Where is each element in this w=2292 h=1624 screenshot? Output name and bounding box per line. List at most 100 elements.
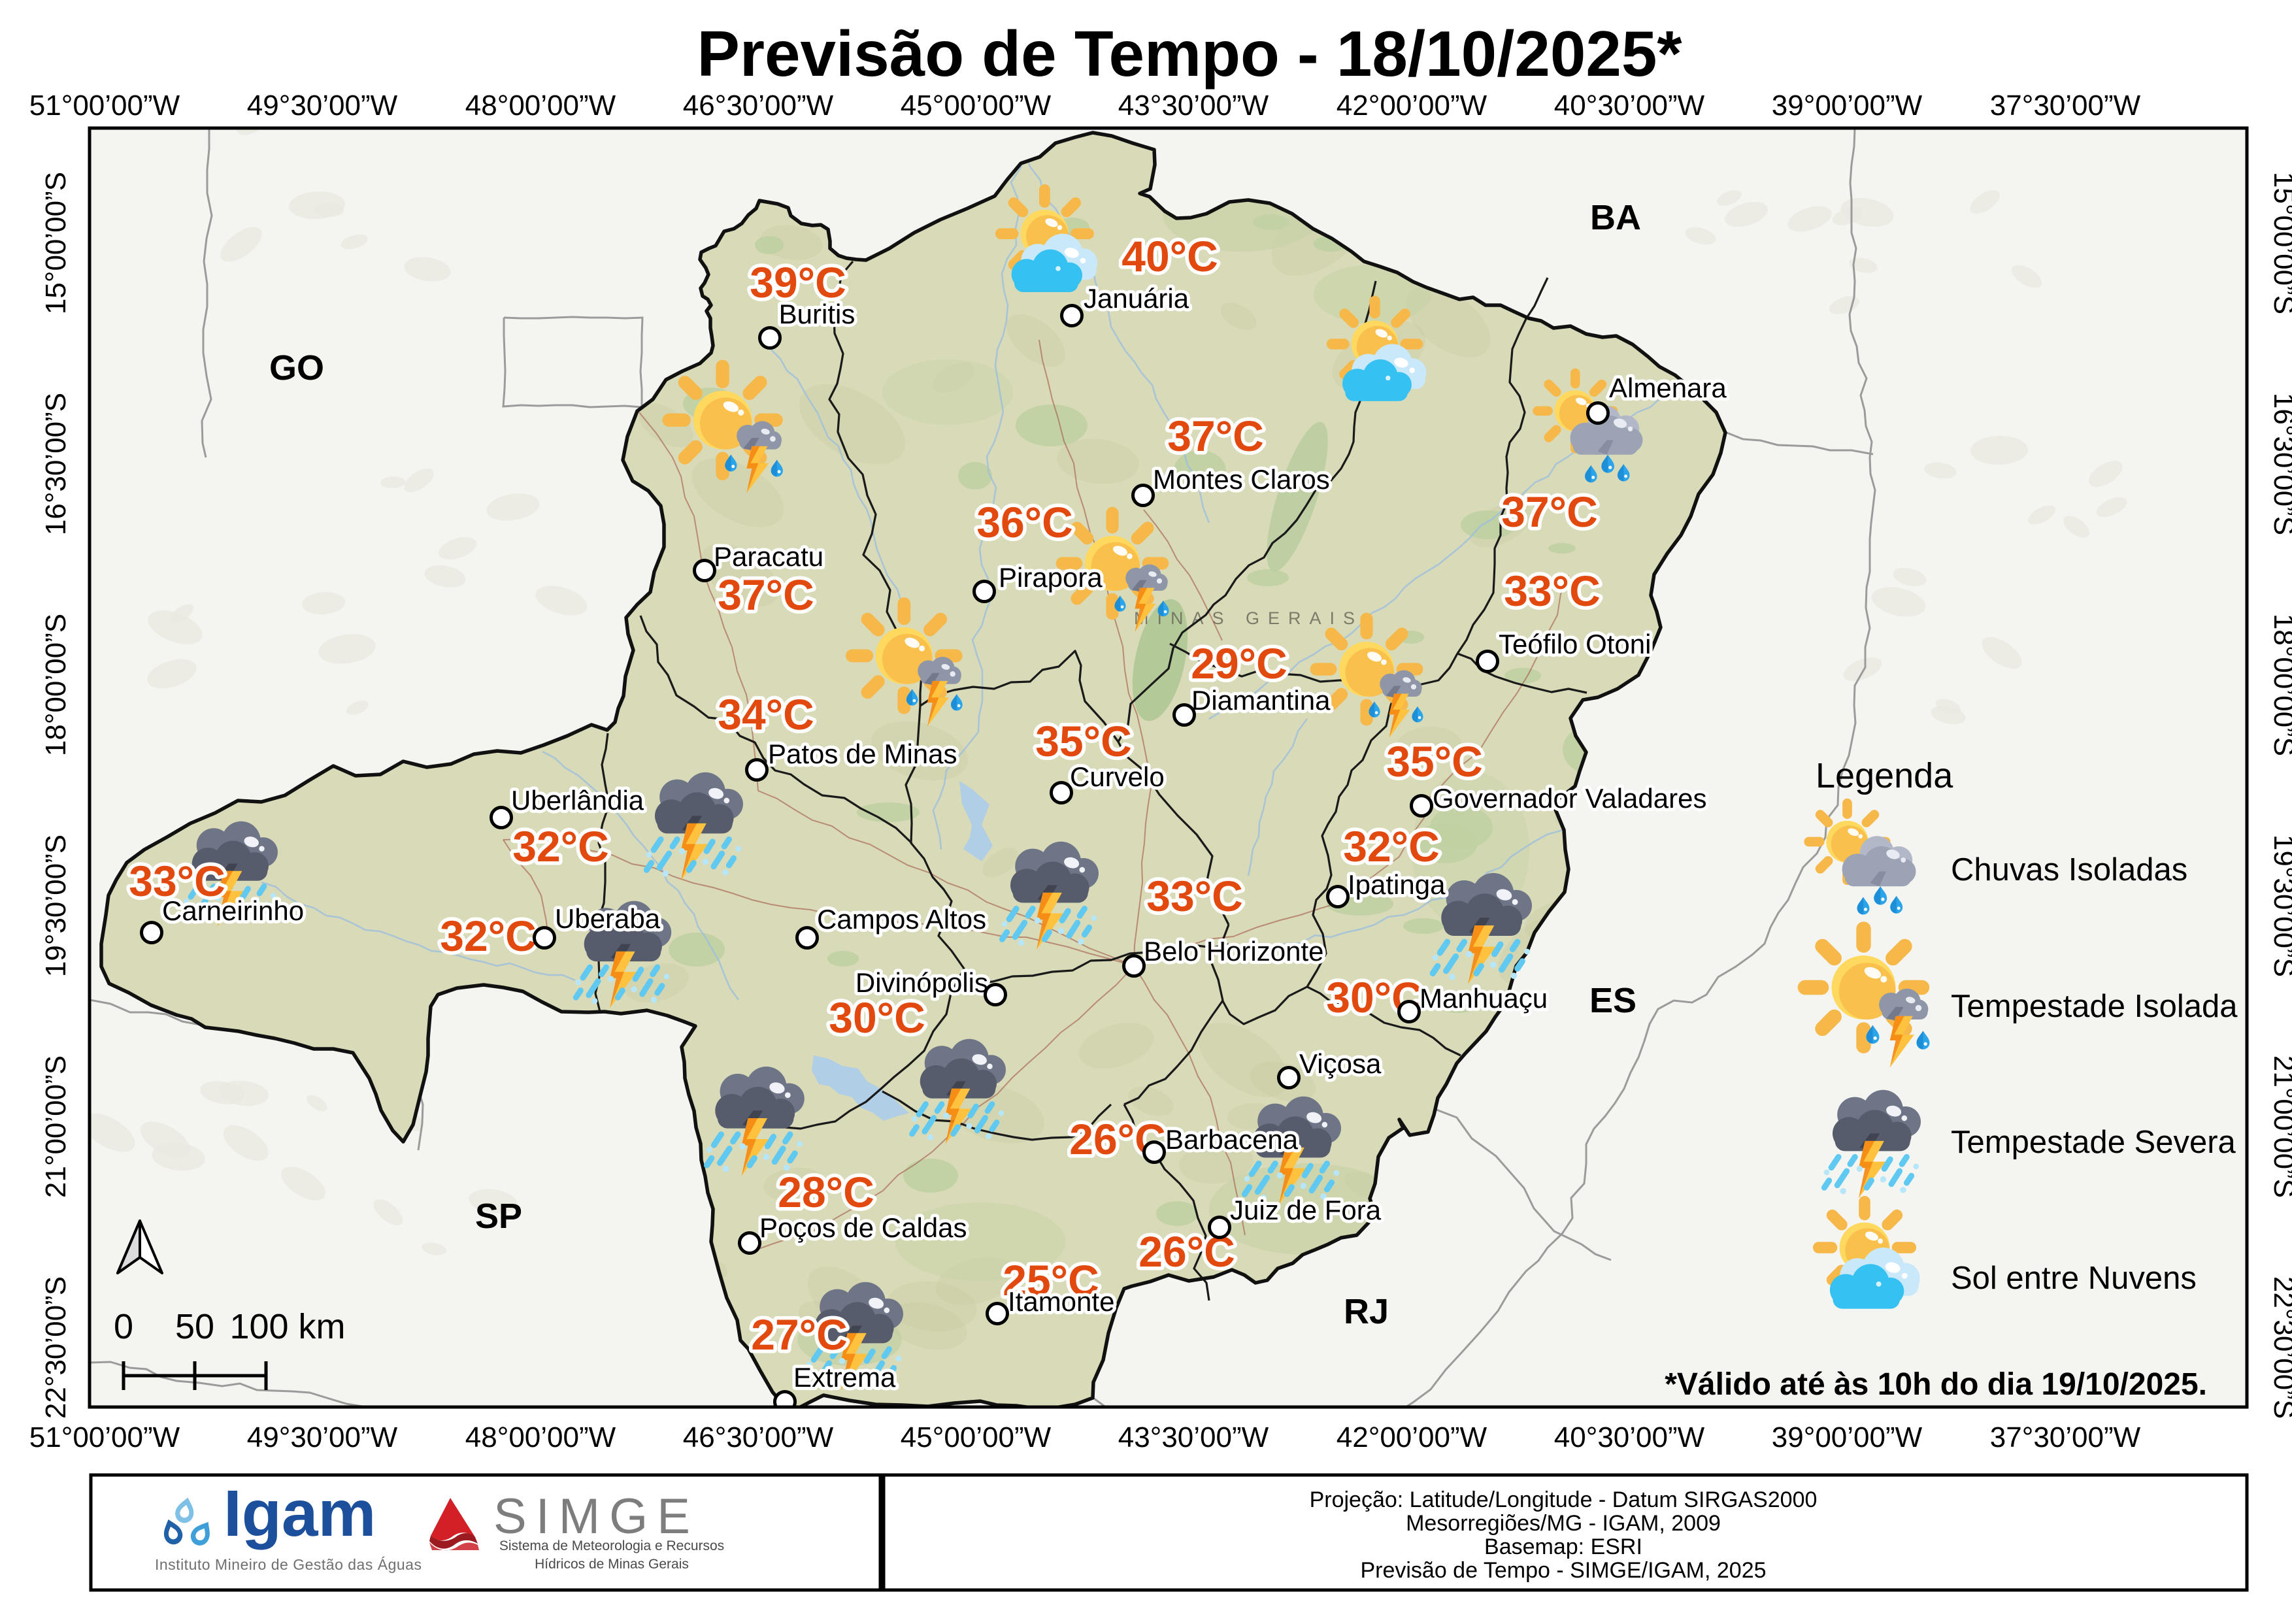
svg-text:18°00’00”S: 18°00’00”S bbox=[40, 614, 72, 756]
svg-text:GO: GO bbox=[269, 348, 324, 388]
svg-text:BA: BA bbox=[1590, 198, 1641, 237]
svg-text:30°C: 30°C bbox=[829, 993, 925, 1042]
svg-text:39°C: 39°C bbox=[750, 258, 846, 307]
svg-text:29°C: 29°C bbox=[1191, 639, 1287, 688]
svg-text:22°30’00”S: 22°30’00”S bbox=[2268, 1276, 2292, 1419]
svg-text:32°C: 32°C bbox=[1343, 822, 1439, 870]
svg-text:Montes Claros: Montes Claros bbox=[1153, 464, 1330, 495]
svg-text:Legenda: Legenda bbox=[1816, 756, 1953, 795]
svg-text:Igam: Igam bbox=[224, 1477, 376, 1550]
svg-text:Mesorregiões/MG - IGAM, 2009: Mesorregiões/MG - IGAM, 2009 bbox=[1406, 1511, 1721, 1536]
svg-text:Previsão de Tempo - SIMGE/IGAM: Previsão de Tempo - SIMGE/IGAM, 2025 bbox=[1360, 1558, 1766, 1583]
svg-text:37°30’00”W: 37°30’00”W bbox=[1990, 1421, 2141, 1453]
svg-text:15°00’00”S: 15°00’00”S bbox=[2268, 172, 2292, 314]
svg-text:Barbacena: Barbacena bbox=[1165, 1124, 1299, 1155]
svg-text:19°30’00”S: 19°30’00”S bbox=[40, 835, 72, 977]
svg-text:Tempestade Isolada: Tempestade Isolada bbox=[1951, 989, 2238, 1024]
svg-text:43°30’00”W: 43°30’00”W bbox=[1118, 90, 1269, 122]
svg-text:34°C: 34°C bbox=[718, 690, 814, 738]
svg-text:ES: ES bbox=[1589, 981, 1636, 1020]
svg-text:51°00’00”W: 51°00’00”W bbox=[29, 90, 180, 122]
svg-text:16°30’00”S: 16°30’00”S bbox=[2268, 393, 2292, 535]
svg-text:Hídricos de Minas Gerais: Hídricos de Minas Gerais bbox=[535, 1557, 689, 1572]
svg-text:Tempestade Severa: Tempestade Severa bbox=[1951, 1125, 2236, 1160]
svg-text:Manhuaçu: Manhuaçu bbox=[1420, 983, 1548, 1014]
svg-text:*Válido até às 10h do dia 19/1: *Válido até às 10h do dia 19/10/2025. bbox=[1665, 1367, 2207, 1402]
svg-text:32°C: 32°C bbox=[440, 912, 536, 960]
svg-text:37°C: 37°C bbox=[1167, 412, 1263, 460]
svg-text:Paracatu: Paracatu bbox=[714, 541, 823, 572]
svg-text:Poços de Caldas: Poços de Caldas bbox=[759, 1212, 967, 1243]
svg-text:Carneirinho: Carneirinho bbox=[162, 895, 304, 926]
svg-text:Pirapora: Pirapora bbox=[999, 562, 1103, 593]
svg-text:50: 50 bbox=[175, 1307, 214, 1346]
svg-text:Ipatinga: Ipatinga bbox=[1348, 869, 1446, 900]
svg-text:Divinópolis: Divinópolis bbox=[855, 967, 988, 998]
svg-text:Campos Altos: Campos Altos bbox=[817, 904, 986, 935]
svg-text:40°30’00”W: 40°30’00”W bbox=[1554, 1421, 1705, 1453]
svg-text:48°00’00”W: 48°00’00”W bbox=[465, 90, 616, 122]
svg-text:Viçosa: Viçosa bbox=[1299, 1048, 1382, 1079]
svg-text:42°00’00”W: 42°00’00”W bbox=[1337, 90, 1487, 122]
svg-text:46°30’00”W: 46°30’00”W bbox=[683, 90, 834, 122]
svg-text:40°C: 40°C bbox=[1121, 232, 1218, 280]
svg-text:42°00’00”W: 42°00’00”W bbox=[1337, 1421, 1487, 1453]
svg-text:21°00’00”S: 21°00’00”S bbox=[40, 1055, 72, 1198]
svg-text:35°C: 35°C bbox=[1386, 737, 1482, 786]
svg-text:51°00’00”W: 51°00’00”W bbox=[29, 1421, 180, 1453]
svg-text:32°C: 32°C bbox=[512, 822, 608, 870]
svg-text:Sol entre Nuvens: Sol entre Nuvens bbox=[1951, 1261, 2197, 1296]
svg-text:Basemap: ESRI: Basemap: ESRI bbox=[1484, 1534, 1642, 1559]
svg-text:25°C: 25°C bbox=[1003, 1256, 1099, 1304]
svg-text:MINAS GERAIS: MINAS GERAIS bbox=[1134, 608, 1363, 628]
svg-text:Januária: Januária bbox=[1084, 283, 1189, 314]
svg-text:Governador Valadares: Governador Valadares bbox=[1433, 783, 1706, 814]
svg-text:Previsão de Tempo - 18/10/2025: Previsão de Tempo - 18/10/2025* bbox=[697, 18, 1682, 90]
svg-text:0: 0 bbox=[114, 1307, 133, 1346]
svg-text:35°C: 35°C bbox=[1035, 717, 1131, 765]
svg-text:15°00’00”S: 15°00’00”S bbox=[40, 172, 72, 314]
svg-text:Almenara: Almenara bbox=[1609, 373, 1727, 403]
svg-text:Sistema de Meteorologia e Recu: Sistema de Meteorologia e Recursos bbox=[499, 1538, 724, 1553]
svg-text:22°30’00”S: 22°30’00”S bbox=[40, 1276, 72, 1419]
svg-text:33°C: 33°C bbox=[1146, 872, 1242, 920]
svg-text:Patos de Minas: Patos de Minas bbox=[768, 738, 957, 769]
svg-text:26°C: 26°C bbox=[1069, 1115, 1165, 1163]
svg-text:45°00’00”W: 45°00’00”W bbox=[901, 90, 1052, 122]
svg-text:Instituto Mineiro de Gestão da: Instituto Mineiro de Gestão das Águas bbox=[155, 1556, 422, 1573]
svg-text:28°C: 28°C bbox=[778, 1168, 874, 1216]
svg-text:46°30’00”W: 46°30’00”W bbox=[683, 1421, 834, 1453]
svg-text:21°00’00”S: 21°00’00”S bbox=[2268, 1055, 2292, 1198]
svg-text:Teófilo Otoni: Teófilo Otoni bbox=[1499, 629, 1651, 659]
svg-text:43°30’00”W: 43°30’00”W bbox=[1118, 1421, 1269, 1453]
svg-text:SIMGE: SIMGE bbox=[493, 1489, 699, 1544]
svg-text:19°30’00”S: 19°30’00”S bbox=[2268, 835, 2292, 977]
svg-text:49°30’00”W: 49°30’00”W bbox=[247, 90, 398, 122]
svg-text:33°C: 33°C bbox=[1504, 567, 1600, 615]
svg-text:Extrema: Extrema bbox=[793, 1362, 896, 1393]
svg-text:36°C: 36°C bbox=[976, 498, 1072, 546]
svg-text:37°C: 37°C bbox=[718, 571, 814, 619]
svg-text:SP: SP bbox=[475, 1197, 522, 1236]
svg-text:16°30’00”S: 16°30’00”S bbox=[40, 393, 72, 535]
svg-text:39°00’00”W: 39°00’00”W bbox=[1772, 1421, 1923, 1453]
svg-text:37°30’00”W: 37°30’00”W bbox=[1990, 90, 2141, 122]
svg-text:Belo Horizonte: Belo Horizonte bbox=[1144, 936, 1323, 967]
svg-text:Buritis: Buritis bbox=[779, 299, 855, 329]
svg-text:Diamantina: Diamantina bbox=[1191, 685, 1331, 716]
svg-text:Juiz de Fora: Juiz de Fora bbox=[1230, 1195, 1382, 1225]
svg-text:Uberlândia: Uberlândia bbox=[511, 785, 644, 816]
svg-text:RJ: RJ bbox=[1344, 1292, 1389, 1331]
svg-text:100 km: 100 km bbox=[229, 1307, 345, 1346]
svg-text:27°C: 27°C bbox=[751, 1310, 847, 1359]
svg-text:40°30’00”W: 40°30’00”W bbox=[1554, 90, 1705, 122]
svg-text:48°00’00”W: 48°00’00”W bbox=[465, 1421, 616, 1453]
svg-text:33°C: 33°C bbox=[129, 857, 225, 905]
svg-text:18°00’00”S: 18°00’00”S bbox=[2268, 614, 2292, 756]
svg-text:Projeção: Latitude/Longitude -: Projeção: Latitude/Longitude - Datum SIR… bbox=[1310, 1487, 1818, 1512]
svg-text:37°C: 37°C bbox=[1501, 488, 1597, 536]
svg-text:Curvelo: Curvelo bbox=[1070, 761, 1165, 792]
svg-text:Uberaba: Uberaba bbox=[555, 903, 661, 934]
svg-text:Chuvas Isoladas: Chuvas Isoladas bbox=[1951, 852, 2187, 887]
svg-text:39°00’00”W: 39°00’00”W bbox=[1772, 90, 1923, 122]
